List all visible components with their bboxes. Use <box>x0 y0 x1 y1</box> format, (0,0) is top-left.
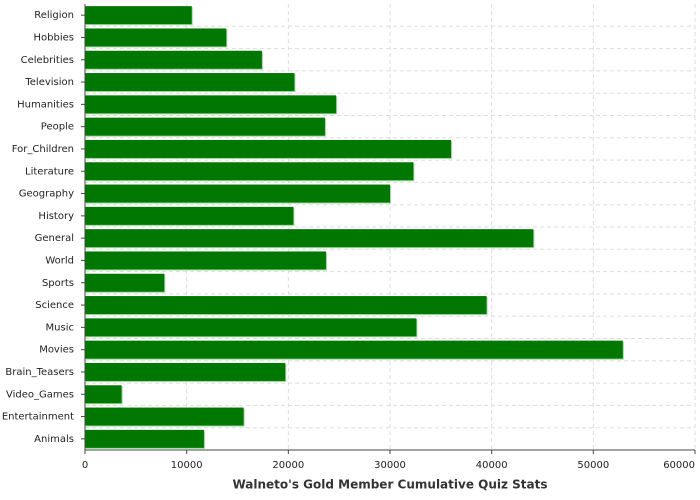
bar <box>85 6 192 25</box>
bar <box>85 162 414 181</box>
y-tick-label: Celebrities <box>21 55 74 66</box>
bar <box>85 139 451 158</box>
x-tick-label: 40000 <box>476 460 508 471</box>
y-tick-label: Literature <box>25 166 74 177</box>
x-tick-label: 50000 <box>577 460 609 471</box>
bar <box>85 273 165 292</box>
bar <box>85 429 204 448</box>
bar <box>85 229 534 248</box>
y-tick-label: For_Children <box>12 144 74 155</box>
bar <box>85 206 294 225</box>
bar <box>85 340 623 359</box>
bar <box>85 184 390 203</box>
y-tick-label: Sports <box>42 278 74 289</box>
bar <box>85 407 244 426</box>
x-tick-label: 0 <box>82 460 88 471</box>
y-tick-label: People <box>41 122 74 133</box>
y-tick-label: Geography <box>19 189 74 200</box>
bar <box>85 296 487 315</box>
y-tick-label: Religion <box>34 10 74 21</box>
y-tick-label: Video_Games <box>6 389 74 400</box>
y-tick-label: Science <box>35 300 74 311</box>
bar <box>85 95 337 114</box>
bar <box>85 28 227 47</box>
y-tick-label: History <box>38 211 74 222</box>
x-tick-label: 10000 <box>171 460 203 471</box>
y-tick-label: Entertainment <box>2 412 74 423</box>
bar <box>85 117 325 136</box>
x-tick-label: 30000 <box>374 460 406 471</box>
y-tick-label: World <box>45 255 74 266</box>
y-tick-label: General <box>35 233 74 244</box>
bar <box>85 251 326 270</box>
chart-title: Walneto's Gold Member Cumulative Quiz St… <box>232 478 547 492</box>
y-tick-label: Movies <box>39 345 74 356</box>
bar <box>85 318 417 337</box>
bar <box>85 385 122 404</box>
bar <box>85 50 262 69</box>
y-tick-label: Music <box>46 322 74 333</box>
y-tick-label: Humanities <box>17 99 74 110</box>
bar <box>85 73 295 92</box>
y-tick-label: Animals <box>34 434 74 445</box>
y-tick-label: Hobbies <box>34 32 74 43</box>
y-tick-label: Television <box>24 77 74 88</box>
x-tick-label: 20000 <box>272 460 304 471</box>
y-tick-label: Brain_Teasers <box>5 367 74 378</box>
bar <box>85 362 286 381</box>
x-tick-label: 60000 <box>663 460 695 471</box>
